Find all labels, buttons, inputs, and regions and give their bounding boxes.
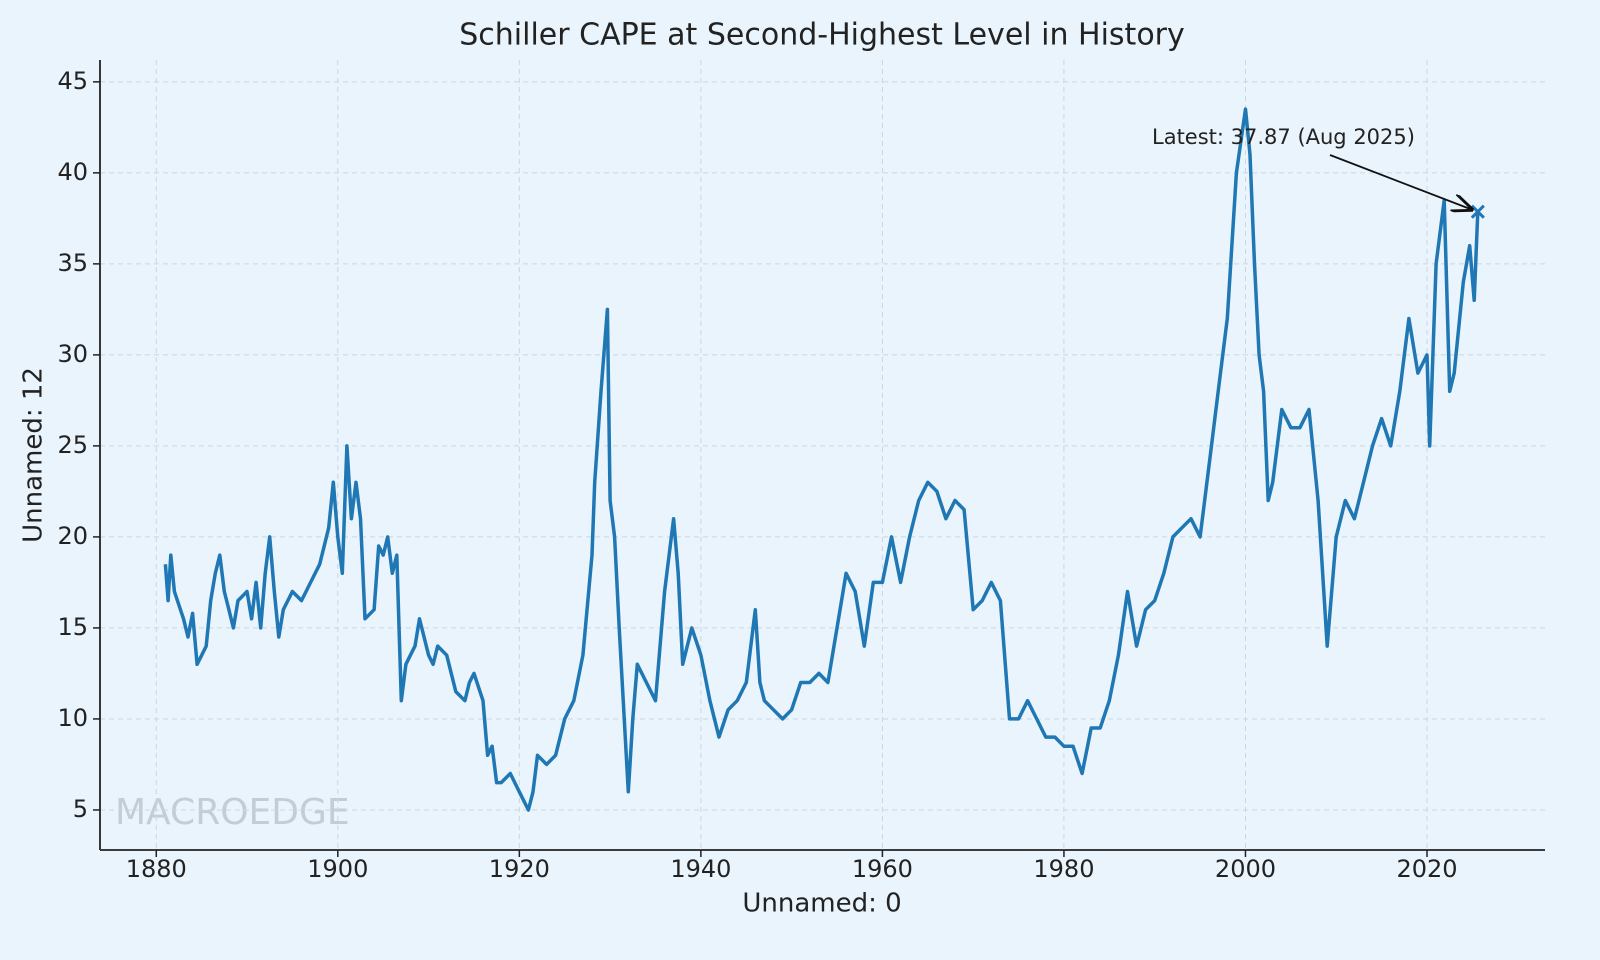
x-tick-label: 1940 [670,855,731,883]
x-tick-label: 1880 [126,855,187,883]
y-tick-label: 10 [57,704,88,732]
x-tick-label: 2000 [1215,855,1276,883]
x-tick-label: 1960 [852,855,913,883]
y-tick-label: 25 [57,431,88,459]
watermark: MACROEDGE [115,792,350,833]
y-tick-label: 45 [57,67,88,95]
y-axis-label: Unnamed: 12 [19,367,49,543]
x-axis-label: Unnamed: 0 [742,889,901,919]
y-tick-label: 40 [57,158,88,186]
x-tick-label: 1980 [1033,855,1094,883]
line [163,107,1480,812]
y-tick-label: 15 [57,613,88,641]
y-tick-label: 20 [57,522,88,550]
annotation-arrow [1329,154,1472,210]
chart-title: Schiller CAPE at Second-Highest Level in… [459,18,1185,53]
y-tick-label: 35 [57,249,88,277]
x-tick-label: 1920 [489,855,550,883]
x-tick-label: 1900 [307,855,368,883]
annotation: Latest: 37.87 (Aug 2025) [1152,125,1415,149]
x-tick-label: 2020 [1396,855,1457,883]
y-tick-label: 30 [57,340,88,368]
y-tick-label: 5 [73,795,88,823]
